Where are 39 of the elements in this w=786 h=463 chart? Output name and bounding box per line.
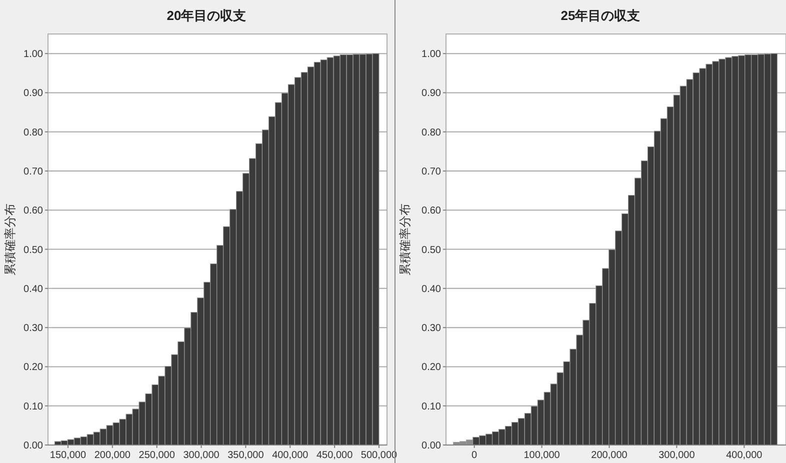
y-tick-label: 0.50 [422, 244, 442, 256]
y-tick-label: 0.80 [422, 127, 442, 138]
y-tick-label: 0.20 [422, 362, 442, 374]
y-tick-label: 0.40 [422, 284, 442, 295]
y-tick-label: 0.70 [24, 166, 44, 178]
x-tick-label: 300,000 [658, 450, 696, 461]
y-axis-title: 累積確率分布 [398, 204, 412, 276]
y-tick-label: 0.00 [24, 440, 44, 452]
x-tick-label: 400,000 [272, 450, 309, 461]
y-tick-label: 0.20 [24, 362, 44, 374]
x-tick-label: 100,000 [524, 450, 560, 461]
x-tick-label: 150,000 [50, 450, 86, 461]
y-tick-label: 0.60 [24, 206, 44, 217]
y-tick-label: 1.00 [422, 49, 442, 60]
y-tick-label: 0.60 [422, 206, 442, 217]
x-tick-label: 300,000 [183, 450, 220, 461]
y-tick-label: 0.80 [24, 127, 44, 138]
x-tick-label: 450,000 [316, 450, 354, 461]
y-tick-label: 0.90 [24, 88, 44, 100]
x-tick-label: 0 [472, 450, 478, 461]
y-tick-label: 0.10 [422, 401, 442, 412]
y-tick-label: 0.40 [24, 284, 44, 295]
x-tick-label: 200,000 [94, 450, 131, 461]
x-tick-label: 200,000 [591, 450, 628, 461]
chart-title: 25年目の収支 [560, 8, 640, 23]
y-tick-label: 0.70 [422, 166, 442, 178]
y-tick-label: 0.00 [422, 440, 442, 452]
x-tick-label: 250,000 [138, 450, 176, 461]
chart-title: 20年目の収支 [166, 8, 246, 23]
y-tick-label: 0.50 [24, 244, 44, 256]
y-tick-label: 0.30 [24, 323, 44, 334]
x-tick-label: 400,000 [726, 450, 763, 461]
y-axis-title: 累積確率分布 [3, 204, 17, 276]
y-tick-label: 0.10 [24, 401, 44, 412]
x-tick-label: 500,000 [360, 450, 398, 461]
y-tick-label: 0.90 [422, 88, 442, 100]
x-tick-label: 350,000 [228, 450, 264, 461]
y-tick-label: 1.00 [24, 49, 44, 60]
y-tick-label: 0.30 [422, 323, 442, 334]
